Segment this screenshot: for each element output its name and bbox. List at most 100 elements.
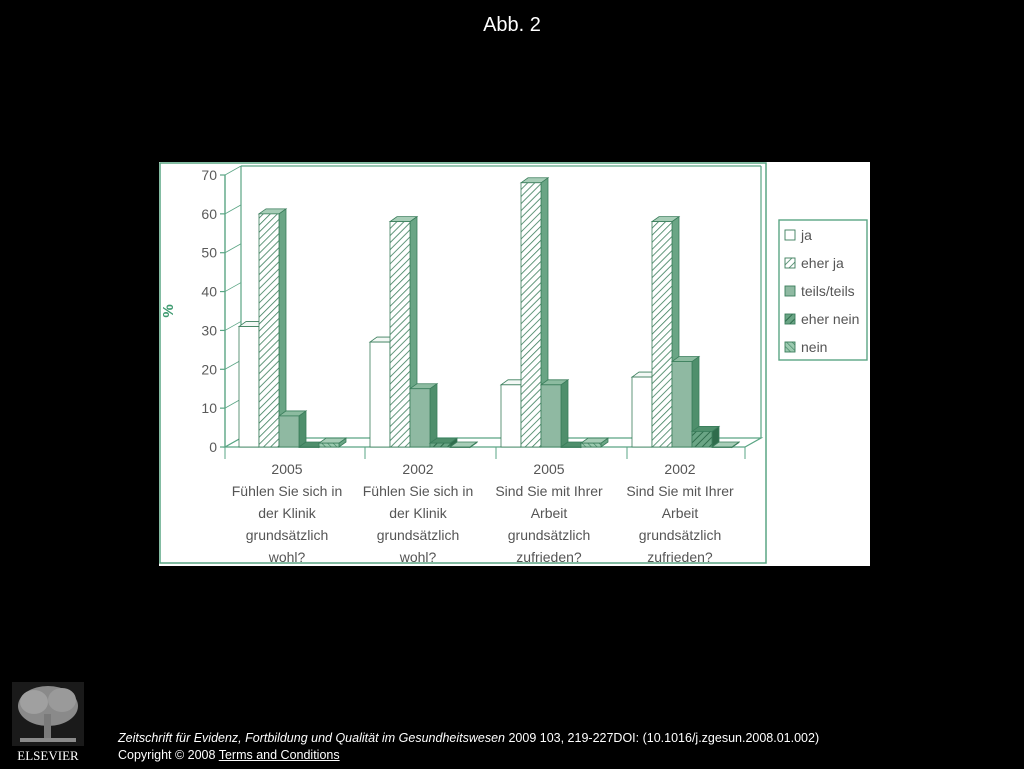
bar-front: [711, 446, 733, 448]
legend-label: ja: [800, 227, 812, 243]
bar-eher-ja: [519, 176, 550, 448]
bar-teils-teils: [408, 382, 439, 448]
legend-item: teils/teils: [784, 283, 855, 299]
x-category-label: Fühlen Sie sich in: [232, 483, 343, 499]
y-tick-label: 50: [201, 245, 217, 261]
bar-front: [651, 221, 673, 448]
bar-front: [691, 431, 713, 448]
legend-label: nein: [801, 339, 827, 355]
bar-front: [389, 221, 411, 448]
bar-nein: [579, 437, 610, 448]
bar-front: [278, 415, 300, 448]
bar-front: [540, 384, 562, 448]
bar-nein: [448, 441, 479, 449]
bar-front: [429, 442, 451, 448]
citation-line: Zeitschrift für Evidenz, Fortbildung und…: [118, 730, 819, 747]
x-category-label: grundsätzlich: [246, 527, 329, 543]
bar-eher-nein: [690, 425, 721, 448]
legend-swatch: [784, 257, 796, 269]
citation-details: 2009 103, 219-227DOI: (10.1016/j.zgesun.…: [505, 731, 820, 745]
logo-text: ELSEVIER: [17, 748, 79, 763]
y-tick-depth: [224, 437, 242, 448]
legend-item: eher nein: [784, 311, 859, 327]
bar-side: [298, 410, 307, 448]
bar-front: [238, 326, 260, 448]
x-category-label: zufrieden?: [516, 549, 582, 565]
chart-figure: 0 10 20 30 40 50 60 70% 2005 Fühlen Sie sich in de…: [159, 162, 870, 566]
bar-teils-teils: [539, 379, 570, 448]
y-tick-label: 30: [201, 322, 217, 338]
y-tick-label: 0: [209, 439, 217, 455]
legend-item: ja: [784, 227, 812, 243]
y-tick-depth: [224, 282, 242, 292]
bar-front: [520, 182, 542, 448]
copyright-text: Copyright © 2008: [118, 748, 216, 762]
legend-item: eher ja: [784, 255, 844, 271]
bar-front: [298, 446, 320, 448]
y-tick-depth: [224, 398, 242, 409]
y-tick-label: 40: [201, 284, 217, 300]
x-category-label: 2005: [533, 461, 564, 477]
x-category-label: Arbeit: [662, 505, 699, 521]
x-category-label: 2002: [664, 461, 695, 477]
bar-front: [258, 213, 280, 448]
x-category-label: grundsätzlich: [377, 527, 460, 543]
bar-front: [560, 446, 582, 448]
x-category-label: wohl?: [268, 549, 306, 565]
bar-front: [369, 341, 391, 448]
x-category-label: Arbeit: [531, 505, 568, 521]
bar-side: [429, 382, 438, 448]
legend-swatch: [784, 341, 796, 353]
legend-label: teils/teils: [801, 283, 855, 299]
bar-side: [560, 379, 569, 448]
elsevier-tree-icon: ELSEVIER: [12, 682, 84, 763]
bar-front: [409, 388, 431, 448]
x-category-label: 2005: [271, 461, 302, 477]
x-category-label: der Klinik: [389, 505, 448, 521]
bar-teils-teils: [277, 410, 308, 448]
bar-front: [500, 384, 522, 448]
y-tick-depth: [224, 243, 242, 254]
bar-eher-ja: [257, 208, 288, 448]
plot-frame: [159, 162, 767, 564]
journal-name: Zeitschrift für Evidenz, Fortbildung und…: [118, 731, 505, 745]
terms-link[interactable]: Terms and Conditions: [218, 748, 340, 762]
legend-label: eher ja: [801, 255, 844, 271]
y-tick-label: 10: [201, 400, 217, 416]
bar-front: [631, 376, 653, 448]
x-category-label: 2002: [402, 461, 433, 477]
x-category-label: grundsätzlich: [508, 527, 591, 543]
y-tick-depth: [224, 165, 242, 176]
x-category-label: der Klinik: [258, 505, 317, 521]
y-tick-depth: [224, 359, 242, 370]
bar-eher-nein: [428, 437, 459, 448]
legend-item: nein: [784, 339, 827, 355]
y-tick-depth: [224, 321, 242, 331]
y-tick-label: 70: [201, 167, 217, 183]
x-category-label: Sind Sie mit Ihrer: [626, 483, 734, 499]
bar-chart: 0 10 20 30 40 50 60 70% 2005 Fühlen Sie sich in de…: [159, 162, 868, 565]
bar-front: [580, 442, 602, 448]
bar-teils-teils: [670, 355, 701, 448]
x-category-label: Sind Sie mit Ihrer: [495, 483, 603, 499]
slide-title: Abb. 2: [483, 14, 541, 36]
bar-nein: [317, 437, 348, 448]
x-category-label: grundsätzlich: [639, 527, 722, 543]
elsevier-logo: ELSEVIER: [10, 680, 88, 764]
legend-label: eher nein: [801, 311, 859, 327]
copyright-line: Copyright © 2008 Terms and Conditions: [118, 747, 819, 764]
legend-swatch: [784, 313, 796, 325]
footer: Zeitschrift für Evidenz, Fortbildung und…: [118, 730, 819, 764]
bar-front: [671, 361, 693, 448]
y-tick-label: 20: [201, 361, 217, 377]
x-category-label: wohl?: [399, 549, 437, 565]
y-tick-depth: [224, 204, 242, 215]
x-category-label: zufrieden?: [647, 549, 713, 565]
bar-nein: [710, 441, 741, 449]
legend-swatch: [784, 285, 796, 297]
x-category-label: Fühlen Sie sich in: [363, 483, 474, 499]
y-axis-label: %: [160, 304, 177, 317]
y-tick-label: 60: [201, 206, 217, 222]
bar-front: [318, 442, 340, 448]
legend-swatch: [784, 229, 796, 241]
